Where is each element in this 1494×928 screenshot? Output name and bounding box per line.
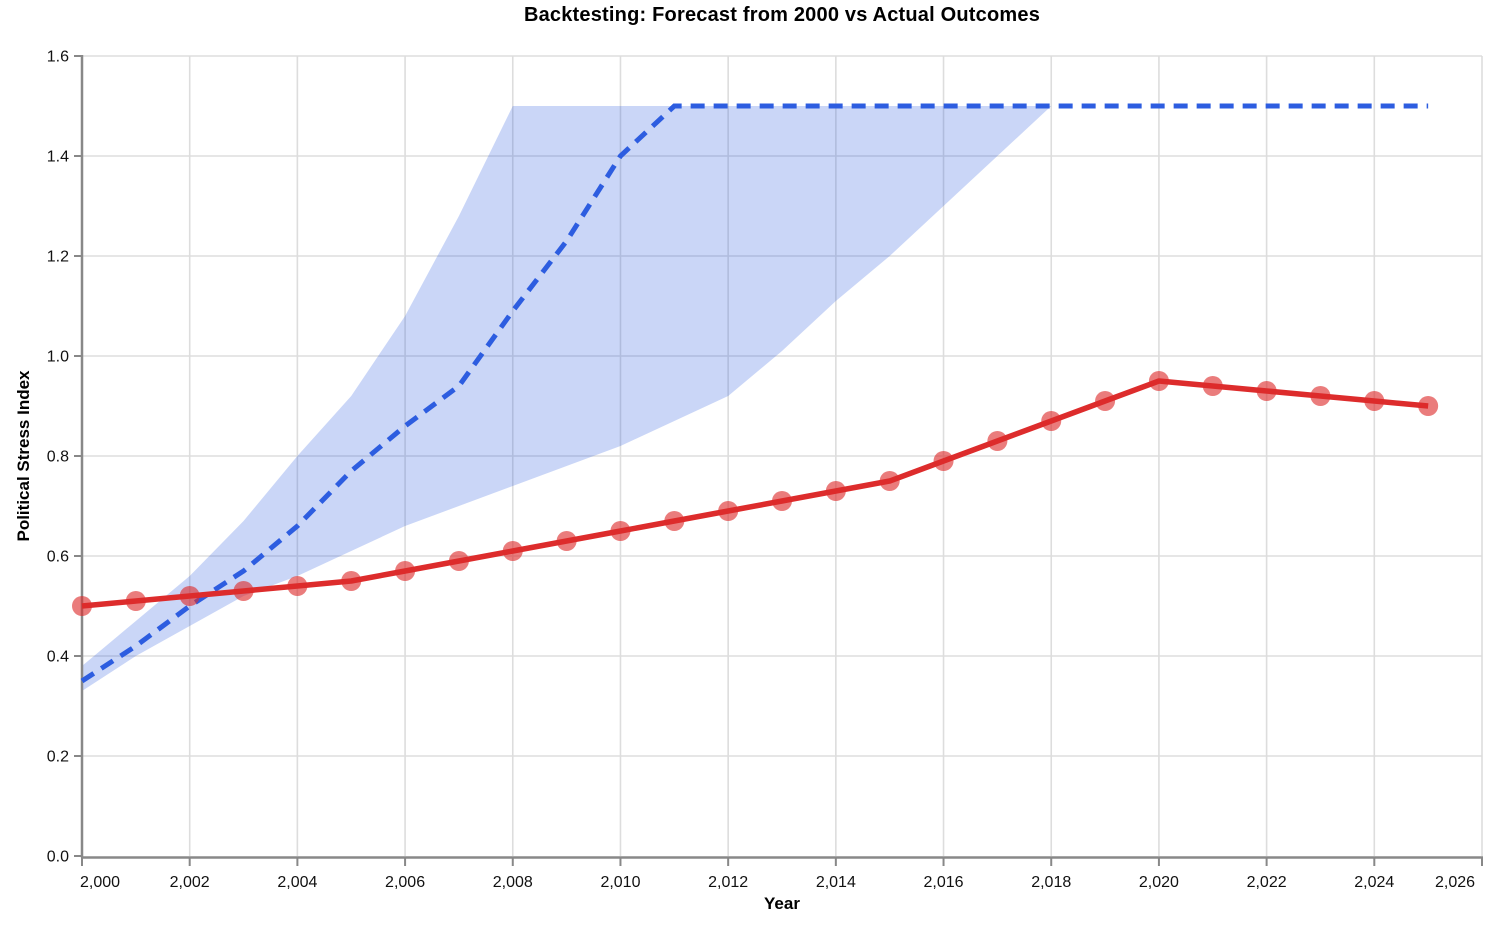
y-axis-title: Political Stress Index (14, 370, 33, 542)
x-axis-title: Year (764, 894, 800, 913)
actual-point (825, 481, 846, 501)
actual-point (179, 586, 200, 606)
y-tick-label: 0.8 (47, 449, 69, 466)
x-tick-label: 2,022 (1247, 874, 1287, 891)
x-tick-label: 2,010 (600, 874, 640, 891)
actual-point (718, 501, 739, 521)
actual-point (1041, 411, 1062, 431)
x-tick-label: 2,014 (816, 874, 856, 891)
actual-point (395, 561, 416, 581)
actual-point (879, 471, 900, 491)
y-tick-label: 1.0 (47, 349, 69, 366)
actual-point (556, 531, 577, 551)
y-tick-label: 0.6 (47, 549, 69, 566)
x-tick-label: 2,002 (170, 874, 210, 891)
forecast-line (80, 103, 1429, 684)
x-tick-label: 2,004 (277, 874, 317, 891)
chart-title: Backtesting: Forecast from 2000 vs Actua… (523, 4, 1041, 26)
x-tick-label: 2,016 (924, 874, 964, 891)
actual-point (341, 571, 362, 591)
actual-point (502, 541, 523, 561)
y-tick-label: 0.0 (47, 849, 69, 866)
actual-point (1256, 381, 1277, 401)
actual-point (287, 576, 308, 596)
y-tick-label: 0.4 (47, 649, 69, 666)
actual-point (1310, 386, 1331, 406)
actual-point (448, 551, 469, 571)
actual-point (933, 451, 954, 471)
x-tick-label: 2,024 (1354, 874, 1394, 891)
actual-point (1095, 391, 1116, 411)
actual-point (72, 596, 92, 616)
y-tick-label: 1.4 (47, 149, 69, 166)
confidence-band (82, 106, 1052, 691)
actual-point (987, 431, 1008, 451)
actual-point (1418, 396, 1439, 416)
y-tick-label: 0.2 (47, 749, 69, 766)
x-tick-label: 2,026 (1435, 874, 1475, 891)
actual-point (1202, 376, 1223, 396)
x-tick-label: 2,000 (80, 874, 120, 891)
y-tick-label: 1.2 (47, 249, 69, 266)
actual-point (664, 511, 685, 531)
actual-point (125, 591, 146, 611)
x-tick-label: 2,012 (708, 874, 748, 891)
x-tick-label: 2,020 (1139, 874, 1179, 891)
x-tick-label: 2,018 (1031, 874, 1071, 891)
actual-point (1148, 371, 1169, 391)
x-tick-label: 2,006 (385, 874, 425, 891)
x-tick-label: 2,008 (493, 874, 533, 891)
actual-point (610, 521, 631, 541)
actual-point (1364, 391, 1385, 411)
actual-point (233, 581, 254, 601)
actual-point (772, 491, 792, 511)
y-tick-label: 1.6 (47, 49, 69, 66)
